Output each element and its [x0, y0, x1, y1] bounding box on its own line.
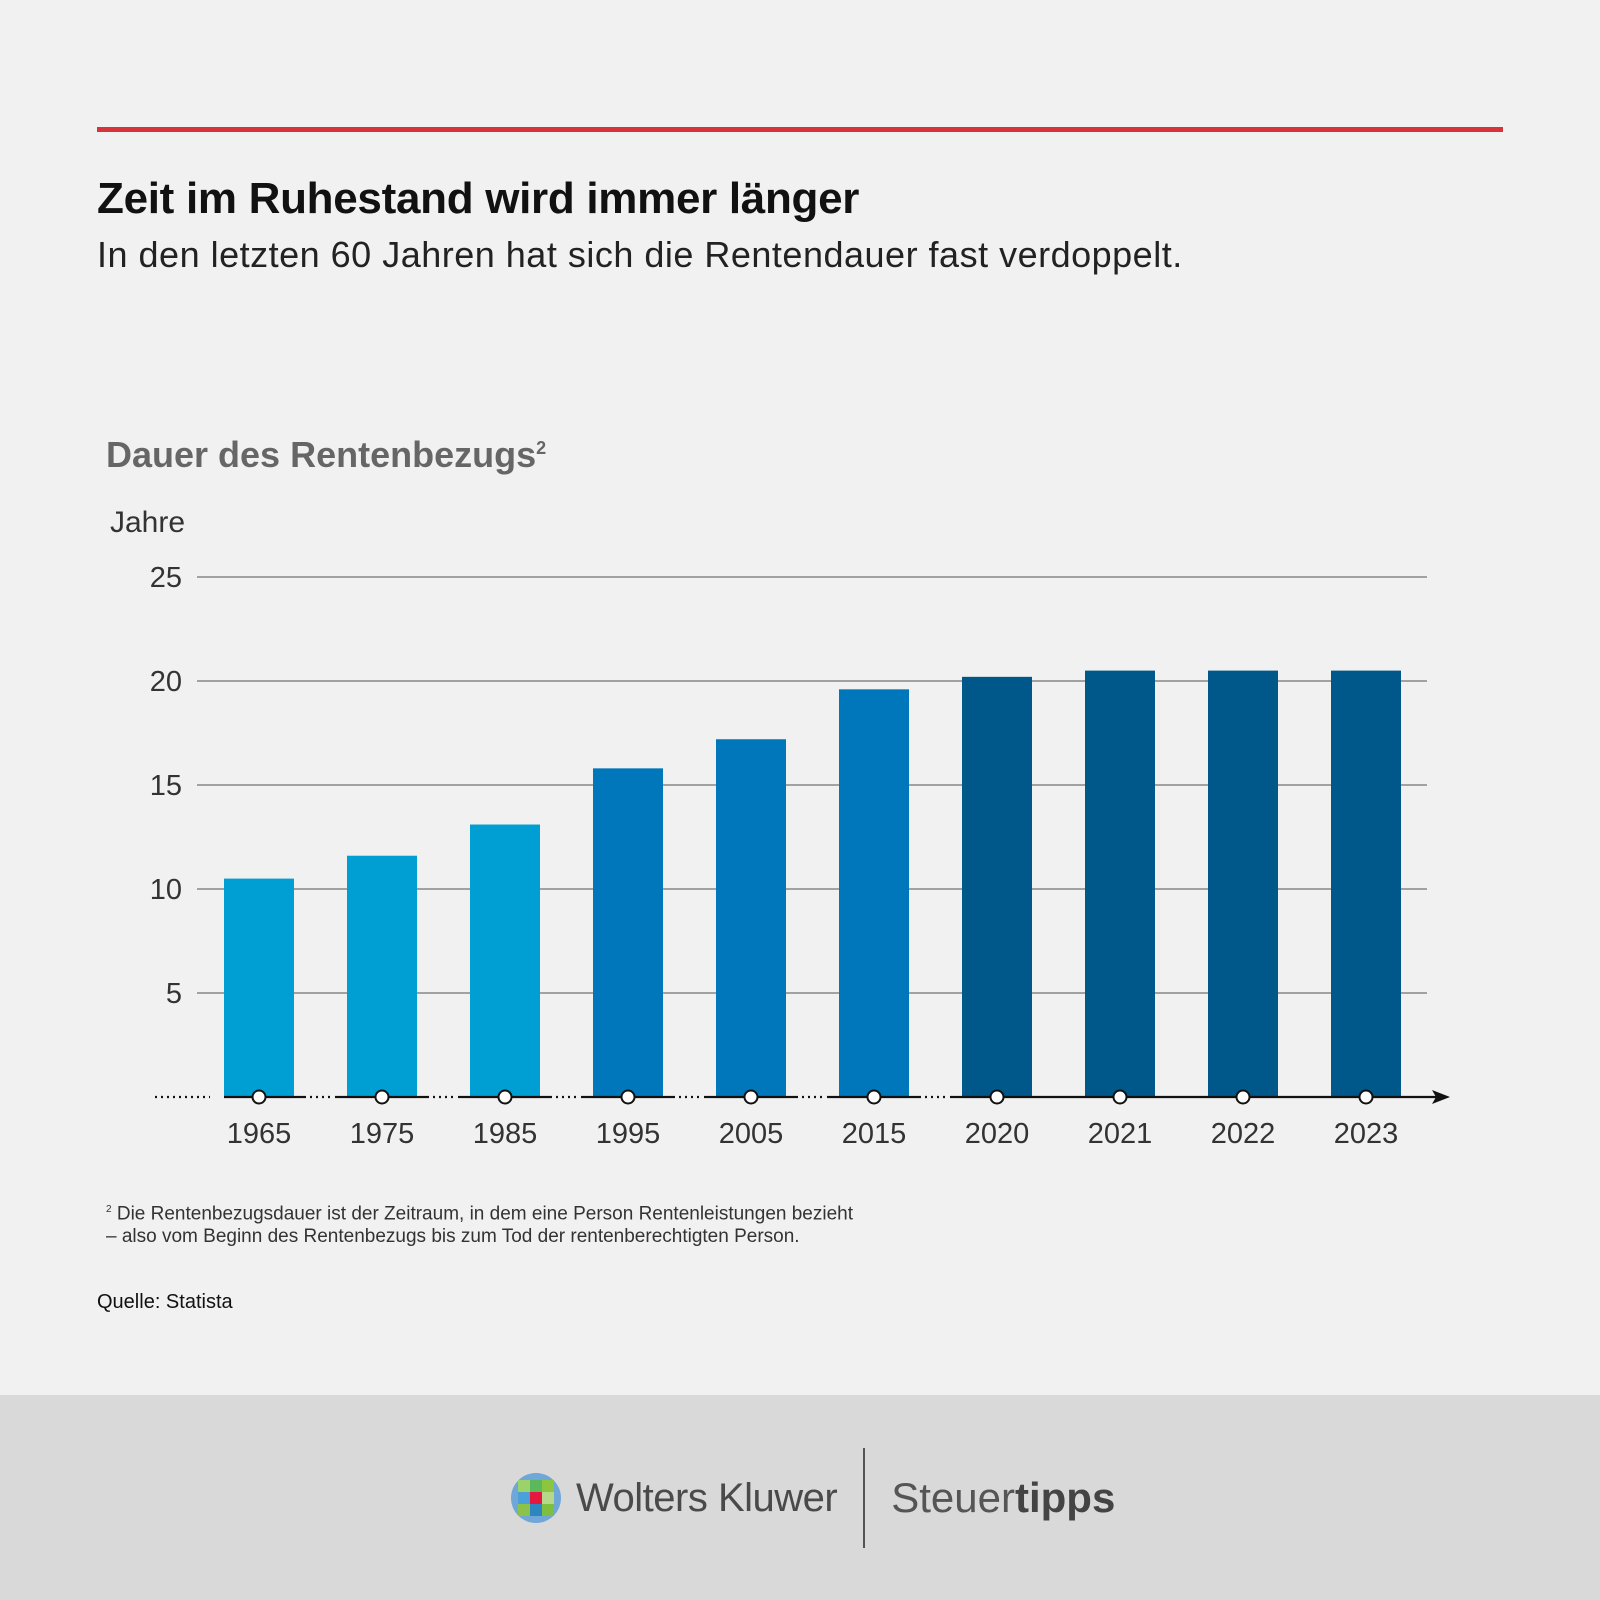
footnote: 2 Die Rentenbezugsdauer ist der Zeitraum…	[106, 1198, 853, 1248]
bar	[347, 855, 417, 1097]
y-tick-label: 25	[150, 562, 182, 594]
axis-marker	[1358, 1089, 1374, 1105]
bar	[962, 676, 1032, 1097]
subheadline: In den letzten 60 Jahren hat sich die Re…	[97, 234, 1183, 275]
y-tick-label: 10	[150, 874, 182, 906]
x-tick-label: 2021	[1088, 1118, 1153, 1150]
y-tick-labels: 25 20 15 10 5	[150, 562, 182, 1010]
bar	[1085, 670, 1155, 1097]
bar	[839, 689, 909, 1097]
bar	[224, 878, 294, 1097]
axis-marker	[620, 1089, 636, 1105]
chart-title-text: Dauer des Rentenbezugs	[106, 434, 537, 475]
x-tick-label: 1975	[350, 1118, 415, 1150]
x-axis	[155, 1089, 1450, 1105]
axis-marker	[251, 1089, 267, 1105]
x-tick-label: 1995	[596, 1118, 661, 1150]
bar	[1208, 670, 1278, 1097]
bars	[224, 670, 1401, 1097]
source-note: Quelle: Statista	[97, 1291, 233, 1313]
footnote-text-2: – also vom Beginn des Rentenbezugs bis z…	[106, 1226, 800, 1248]
x-tick-label: 2005	[719, 1118, 784, 1150]
x-tick-label: 2023	[1334, 1118, 1399, 1150]
axis-arrow-icon	[1432, 1090, 1450, 1104]
footer-brand: Wolters Kluwer Steuertipps	[510, 1448, 1115, 1548]
wolters-kluwer-logo-icon	[511, 1473, 561, 1523]
brand-steuertipps-bold: tipps	[1014, 1474, 1116, 1521]
footer-band	[0, 1395, 1600, 1600]
bar	[1331, 670, 1401, 1097]
axis-marker	[989, 1089, 1005, 1105]
axis-marker	[743, 1089, 759, 1105]
header-accent-rule	[97, 127, 1503, 132]
brand-steuertipps: Steuertipps	[891, 1474, 1115, 1522]
bar	[593, 768, 663, 1097]
axis-marker	[1235, 1089, 1251, 1105]
y-tick-label: 5	[166, 978, 182, 1010]
bar	[470, 824, 540, 1097]
footnote-mark: 2	[106, 1204, 112, 1215]
footnote-text-1: Die Rentenbezugsdauer ist der Zeitraum, …	[116, 1203, 854, 1225]
axis-marker	[374, 1089, 390, 1105]
brand-divider	[863, 1448, 866, 1548]
axis-marker	[1112, 1089, 1128, 1105]
y-tick-label: 15	[150, 770, 182, 802]
chart-title-footnote-mark: 2	[536, 438, 547, 458]
x-tick-label: 2022	[1211, 1118, 1276, 1150]
axis-marker	[866, 1089, 882, 1105]
axis-marker	[497, 1089, 513, 1105]
x-tick-label: 2020	[965, 1118, 1030, 1150]
bar	[716, 739, 786, 1097]
brand-steuertipps-regular: Steuer	[891, 1474, 1015, 1521]
x-tick-label: 2015	[842, 1118, 907, 1150]
headline: Zeit im Ruhestand wird immer länger	[97, 174, 860, 223]
brand-wolters-kluwer: Wolters Kluwer	[576, 1475, 838, 1520]
x-tick-label: 1965	[227, 1118, 292, 1150]
x-tick-labels: 1965 1975 1985 1995 2005 2015 2020 2021 2022 2023	[227, 1118, 1399, 1150]
x-tick-label: 1985	[473, 1118, 538, 1150]
y-tick-label: 20	[150, 666, 182, 698]
footnote-line-1: 2 Die Rentenbezugsdauer ist der Zeitraum…	[106, 1198, 853, 1225]
chart-title: Dauer des Rentenbezugs2	[106, 434, 546, 476]
y-axis-label: Jahre	[110, 506, 185, 539]
